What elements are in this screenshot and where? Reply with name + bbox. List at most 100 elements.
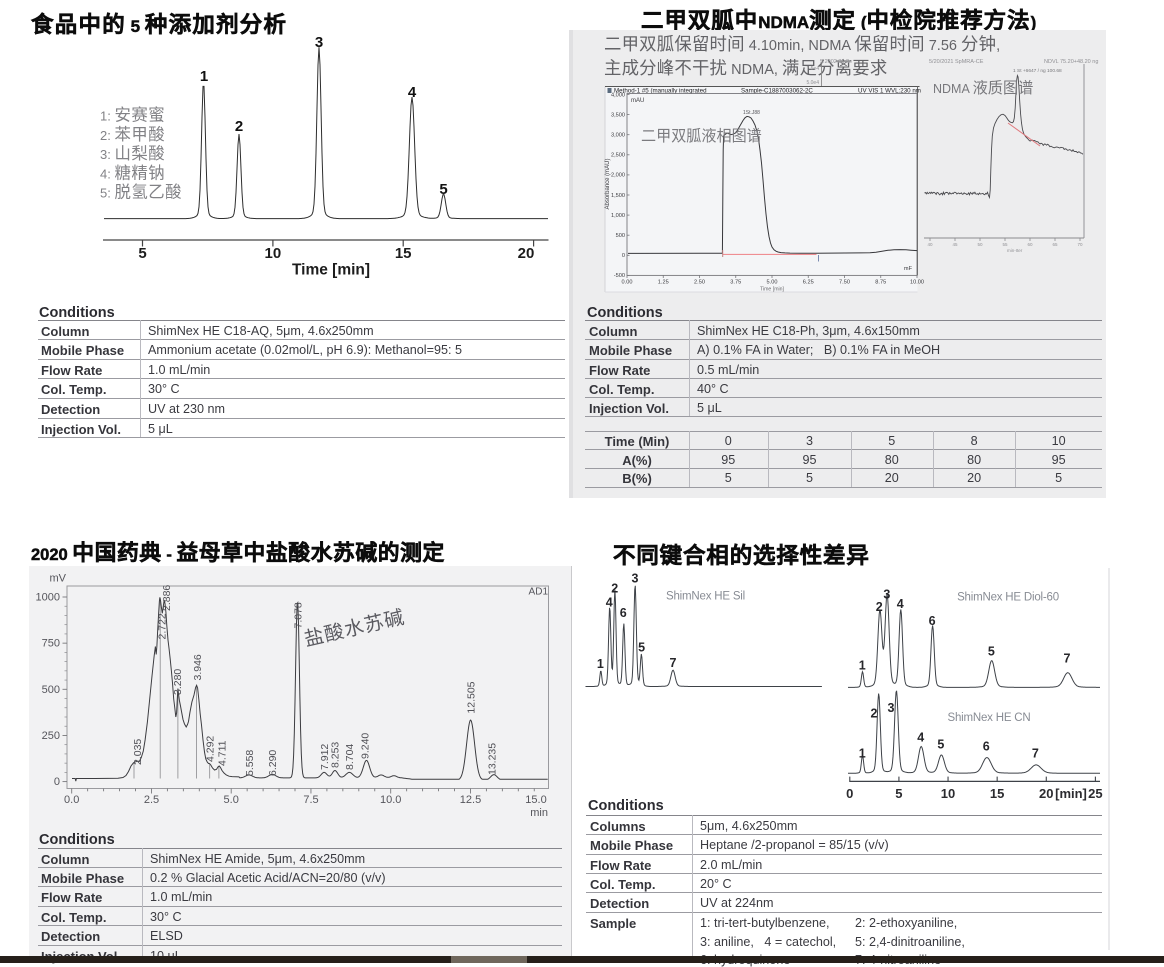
svg-text:2,000: 2,000 bbox=[611, 173, 625, 179]
svg-text:[min]: [min] bbox=[1055, 786, 1087, 801]
svg-text:5.558: 5.558 bbox=[244, 750, 256, 776]
svg-text:2: 2 bbox=[235, 118, 243, 135]
svg-text:45: 45 bbox=[952, 242, 958, 247]
svg-text:7.5e4: 7.5e4 bbox=[806, 66, 819, 72]
svg-text:1000: 1000 bbox=[36, 592, 60, 604]
svg-text:5: 5 bbox=[439, 181, 447, 198]
svg-text:4.711: 4.711 bbox=[217, 740, 229, 766]
svg-text:0: 0 bbox=[846, 786, 853, 801]
svg-text:3,500: 3,500 bbox=[611, 112, 625, 118]
svg-text:15: 15 bbox=[990, 786, 1004, 801]
svg-text:AD1: AD1 bbox=[529, 587, 549, 598]
svg-text:8.253: 8.253 bbox=[329, 742, 341, 768]
svg-text:Method-1 #5 (manually integrat: Method-1 #5 (manually integrated bbox=[614, 88, 707, 95]
svg-text:1: 安赛蜜: 1: 安赛蜜 bbox=[100, 106, 165, 125]
svg-text:3.946: 3.946 bbox=[192, 654, 204, 680]
svg-text:4: 4 bbox=[917, 731, 924, 745]
svg-text:6: 6 bbox=[620, 606, 627, 620]
svg-text:3: 山梨酸: 3: 山梨酸 bbox=[100, 145, 165, 163]
svg-text:60: 60 bbox=[1027, 242, 1033, 247]
svg-text:1: 1 bbox=[200, 68, 208, 85]
svg-text:6: 6 bbox=[983, 740, 990, 754]
svg-text:5/20/2021 SpMRA-CE: 5/20/2021 SpMRA-CE bbox=[929, 59, 984, 65]
svg-text:20: 20 bbox=[518, 245, 535, 262]
svg-text:4.292: 4.292 bbox=[205, 736, 217, 762]
svg-text:10.00: 10.00 bbox=[910, 280, 924, 286]
svg-text:7: 7 bbox=[1032, 747, 1039, 761]
svg-text:7.5: 7.5 bbox=[303, 794, 318, 806]
svg-text:5.0: 5.0 bbox=[224, 794, 239, 806]
svg-text:4: 糖精钠: 4: 糖精钠 bbox=[100, 164, 165, 182]
svg-text:ShimNex HE CN: ShimNex HE CN bbox=[947, 712, 1030, 724]
svg-text:ShimNex HE Diol-60: ShimNex HE Diol-60 bbox=[957, 592, 1059, 604]
svg-text:0.00: 0.00 bbox=[622, 280, 633, 286]
svg-text:12.505: 12.505 bbox=[466, 681, 478, 713]
svg-text:2: 苯甲酸: 2: 苯甲酸 bbox=[100, 126, 165, 144]
svg-text:13.235: 13.235 bbox=[487, 743, 499, 775]
svg-text:2.50: 2.50 bbox=[694, 280, 705, 286]
svg-text:Time [min]: Time [min] bbox=[760, 287, 785, 293]
svg-text:4: 4 bbox=[408, 84, 417, 101]
svg-text:500: 500 bbox=[616, 233, 625, 239]
svg-text:4: 4 bbox=[897, 597, 904, 611]
svg-text:3: 3 bbox=[315, 34, 323, 51]
svg-text:500: 500 bbox=[42, 684, 60, 696]
svg-text:NDMA 液质图谱: NDMA 液质图谱 bbox=[933, 80, 1033, 97]
svg-text:3: 3 bbox=[888, 701, 895, 715]
svg-text:ShimNex HE Sil: ShimNex HE Sil bbox=[666, 591, 745, 603]
svg-text:2: 2 bbox=[611, 582, 618, 596]
svg-text:40: 40 bbox=[927, 242, 933, 247]
svg-text:6.290: 6.290 bbox=[267, 750, 279, 776]
svg-text:mV: mV bbox=[50, 573, 67, 585]
svg-text:9.240: 9.240 bbox=[360, 733, 372, 759]
svg-text:3.280: 3.280 bbox=[172, 669, 184, 695]
svg-text:1.25: 1.25 bbox=[658, 280, 669, 286]
svg-text:12.5: 12.5 bbox=[460, 794, 481, 806]
svg-text:7.912: 7.912 bbox=[319, 744, 331, 770]
svg-text:4: 4 bbox=[606, 596, 613, 610]
svg-text:Absorbance (mAU): Absorbance (mAU) bbox=[605, 158, 611, 209]
svg-text:65: 65 bbox=[1052, 242, 1058, 247]
svg-text:25: 25 bbox=[1088, 786, 1102, 801]
svg-text:10.0: 10.0 bbox=[380, 794, 401, 806]
svg-text:min-Iter: min-Iter bbox=[1007, 248, 1023, 253]
svg-text:7: 7 bbox=[670, 656, 677, 670]
svg-text:-500: -500 bbox=[614, 273, 625, 279]
svg-text:0.0: 0.0 bbox=[64, 794, 79, 806]
svg-text:8.704: 8.704 bbox=[344, 744, 356, 770]
svg-text:5: 脱氢乙酸: 5: 脱氢乙酸 bbox=[100, 183, 182, 202]
svg-text:5: 5 bbox=[937, 738, 944, 752]
svg-text:7.078: 7.078 bbox=[293, 602, 305, 628]
svg-text:1: 1 bbox=[859, 659, 866, 673]
svg-text:15: 15 bbox=[395, 245, 412, 262]
svg-text:1St.J88: 1St.J88 bbox=[743, 110, 760, 116]
svg-text:55: 55 bbox=[1002, 242, 1008, 247]
svg-text:8.75: 8.75 bbox=[875, 280, 886, 286]
svg-text:5.0e4: 5.0e4 bbox=[806, 80, 819, 86]
svg-text:6.25: 6.25 bbox=[803, 280, 814, 286]
svg-text:0: 0 bbox=[622, 253, 625, 259]
svg-text:750: 750 bbox=[42, 638, 60, 650]
svg-text:2.722: 2.722 bbox=[156, 613, 168, 639]
svg-text:mAU: mAU bbox=[631, 98, 644, 104]
svg-text:5: 5 bbox=[138, 245, 146, 262]
svg-text:UV VIS 1 WVL:230 nm: UV VIS 1 WVL:230 nm bbox=[858, 88, 921, 95]
svg-text:3.75: 3.75 bbox=[730, 280, 741, 286]
svg-text:3,000: 3,000 bbox=[611, 133, 625, 139]
svg-text:2.886: 2.886 bbox=[161, 585, 173, 611]
svg-text:7.50: 7.50 bbox=[839, 280, 850, 286]
svg-text:1 St +6647 / ng 100.68: 1 St +6647 / ng 100.68 bbox=[1013, 68, 1062, 74]
svg-text:Sample-C1887003062-2C: Sample-C1887003062-2C bbox=[741, 88, 813, 95]
svg-text:NDVL 75.20+48.20 ng: NDVL 75.20+48.20 ng bbox=[1044, 59, 1098, 65]
svg-text:10: 10 bbox=[941, 786, 955, 801]
svg-text:1: 1 bbox=[597, 657, 604, 671]
svg-text:min: min bbox=[530, 807, 548, 819]
svg-text:5.00: 5.00 bbox=[767, 280, 778, 286]
svg-text:250: 250 bbox=[42, 730, 60, 742]
svg-text:70: 70 bbox=[1077, 242, 1083, 247]
svg-text:15.0: 15.0 bbox=[525, 794, 546, 806]
svg-text:二甲双胍液相图谱: 二甲双胍液相图谱 bbox=[641, 128, 762, 145]
svg-text:mF: mF bbox=[904, 266, 913, 272]
svg-text:2.035: 2.035 bbox=[132, 739, 144, 765]
svg-text:0: 0 bbox=[54, 776, 60, 788]
